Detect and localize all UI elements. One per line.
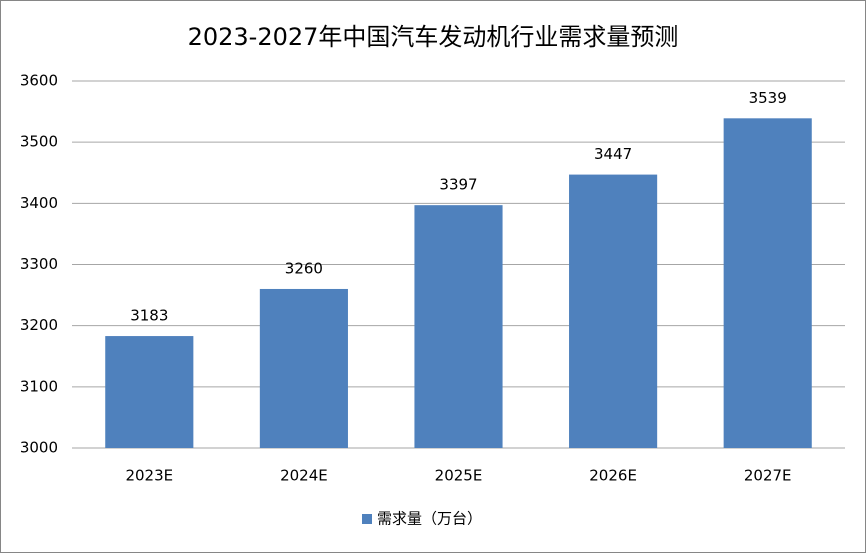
legend-swatch	[362, 514, 372, 524]
x-tick-label: 2023E	[125, 467, 173, 485]
x-tick-label: 2026E	[589, 467, 637, 485]
chart-title: 2023-2027年中国汽车发动机行业需求量预测	[188, 23, 679, 51]
x-tick-label: 2025E	[435, 467, 483, 485]
y-tick-label: 3500	[20, 133, 58, 151]
y-tick-label: 3400	[20, 194, 58, 212]
y-tick-label: 3600	[20, 72, 58, 90]
legend-label: 需求量（万台）	[377, 510, 482, 528]
x-tick-label: 2027E	[744, 467, 792, 485]
data-label: 3447	[594, 145, 632, 163]
data-label: 3539	[749, 89, 787, 107]
y-tick-label: 3300	[20, 255, 58, 273]
y-tick-label: 3200	[20, 316, 58, 334]
bar	[105, 336, 194, 448]
data-label: 3183	[130, 307, 168, 325]
x-tick-label: 2024E	[280, 467, 328, 485]
data-label: 3260	[285, 259, 323, 277]
bar	[259, 288, 348, 448]
bar	[723, 118, 812, 448]
bar	[414, 205, 503, 448]
y-tick-label: 3100	[20, 377, 58, 395]
bar	[569, 174, 658, 448]
y-tick-label: 3000	[20, 439, 58, 457]
data-label: 3397	[439, 176, 477, 194]
